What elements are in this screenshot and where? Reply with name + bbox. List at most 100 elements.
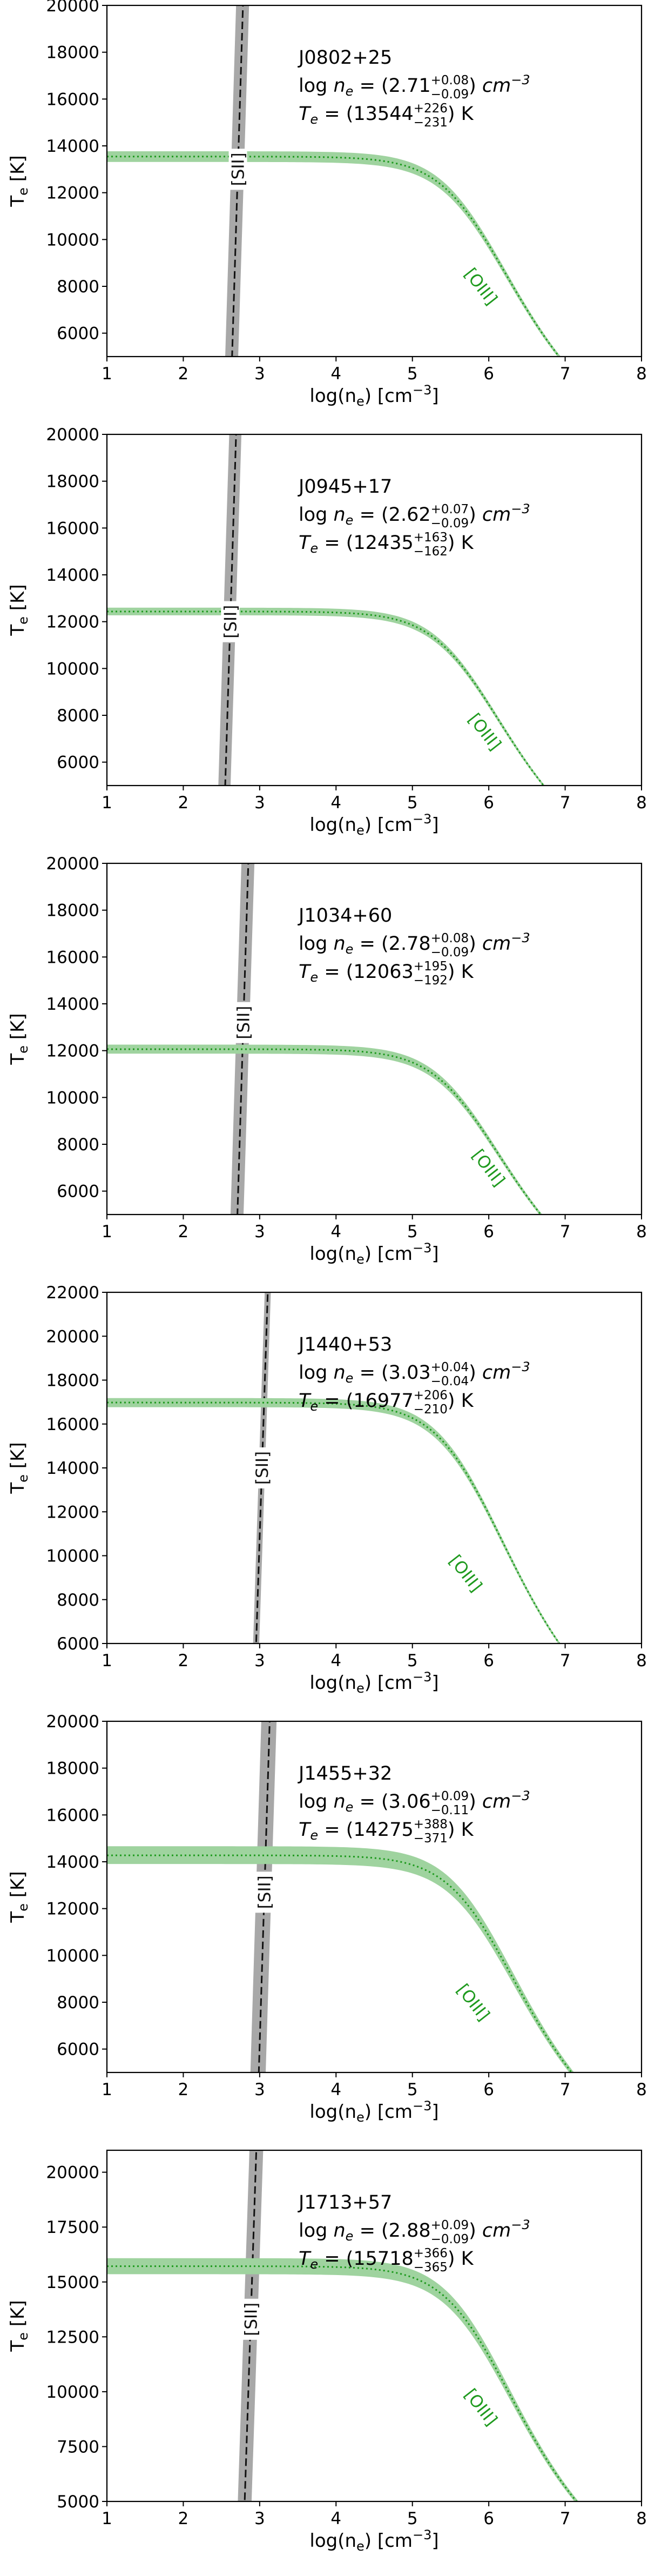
x-tick-label: 2 <box>178 1651 189 1671</box>
y-axis-label: Te [K] <box>7 2300 31 2352</box>
object-name: J0945+17 <box>298 476 392 498</box>
plot-area <box>107 2150 579 2501</box>
axes-frame <box>106 862 643 1216</box>
temperature-annotation: Te = (12435+163 −162) K <box>299 531 474 559</box>
y-tick-label: 16000 <box>46 1806 99 1825</box>
temperature-annotation: Te = (15718+366 −365) K <box>299 2246 474 2275</box>
oiii-label: [OIII] <box>458 261 504 312</box>
panel-j1034-60: [SII] [OIII] 1 2 3 4 5 6 7 8 6000 8000 10000 12000 140… <box>7 854 647 1267</box>
sii-label: [SII] <box>234 1002 254 1043</box>
x-tick-label: 7 <box>560 1222 571 1242</box>
x-tick-label: 8 <box>636 364 647 384</box>
x-tick-label: 6 <box>483 1222 494 1242</box>
y-tick-label: 16000 <box>46 90 99 109</box>
x-tick-label: 1 <box>102 1651 112 1671</box>
y-tick-label: 10000 <box>46 230 99 250</box>
object-name: J1713+57 <box>298 2192 392 2213</box>
svg-text:[SII]: [SII] <box>241 2303 261 2336</box>
axes-frame <box>106 433 643 787</box>
x-tick-label: 4 <box>330 2080 341 2099</box>
panel-j1455-32: [SII] [OIII] 1 2 3 4 5 6 7 8 6000 8000 10000 12000 140… <box>7 1712 647 2125</box>
oiii-label: [OIII] <box>458 2382 504 2433</box>
y-tick-label: 18000 <box>46 1759 99 1779</box>
y-tick-label: 8000 <box>57 1591 99 1610</box>
y-tick-label: 16000 <box>46 519 99 538</box>
y-tick-label: 10000 <box>46 1547 99 1566</box>
object-name: J1440+53 <box>298 1334 392 1356</box>
y-tick-label: 12000 <box>46 1502 99 1522</box>
oiii-uncertainty-band <box>107 2258 579 2501</box>
x-tick-label: 7 <box>560 2080 571 2099</box>
y-tick-label: 6000 <box>57 753 99 773</box>
y-tick-label: 5000 <box>57 2492 99 2512</box>
x-tick-label: 5 <box>407 1651 418 1671</box>
x-tick-label: 5 <box>407 2509 418 2528</box>
x-tick-label: 3 <box>254 1222 265 1242</box>
x-tick-label: 6 <box>483 364 494 384</box>
y-axis-label: Te [K] <box>7 155 31 207</box>
sii-label: [SII] <box>228 149 248 190</box>
y-tick-label: 20000 <box>46 1327 99 1346</box>
x-tick-label: 6 <box>483 1651 494 1671</box>
y-tick-label: 18000 <box>46 1371 99 1391</box>
y-tick-label: 14000 <box>46 1853 99 1872</box>
oiii-label: [OIII] <box>443 1548 489 1599</box>
x-tick-label: 5 <box>407 793 418 813</box>
x-tick-label: 1 <box>102 1222 112 1242</box>
temperature-annotation: Te = (16977+206 −210) K <box>299 1388 474 1417</box>
oiii-line <box>107 1401 561 1643</box>
panel-j1713-57: [SII] [OIII] 1 2 3 4 5 6 7 8 5000 7500 10000 12500 150… <box>7 2149 647 2554</box>
x-tick-label: 3 <box>254 793 265 813</box>
density-annotation: log ne = (3.03+0.04 −0.04) cm−3 <box>299 1359 530 1388</box>
density-annotation: log ne = (2.78+0.08 −0.09) cm−3 <box>299 930 530 960</box>
x-tick-label: 4 <box>330 793 341 813</box>
y-tick-label: 8000 <box>57 1993 99 2013</box>
axes-frame <box>106 2149 643 2503</box>
sii-label: [SII] <box>255 1871 275 1913</box>
y-tick-label: 14000 <box>46 566 99 585</box>
y-axis-label: Te [K] <box>7 1442 31 1494</box>
x-tick-label: 2 <box>178 2509 189 2528</box>
x-tick-label: 6 <box>483 2080 494 2099</box>
y-tick-label: 16000 <box>46 1415 99 1434</box>
y-tick-label: 14000 <box>46 137 99 156</box>
y-tick-label: 10000 <box>46 1088 99 1108</box>
y-tick-label: 12000 <box>46 613 99 632</box>
y-tick-label: 8000 <box>57 277 99 297</box>
svg-text:[SII]: [SII] <box>221 605 240 639</box>
y-tick-label: 20000 <box>46 2163 99 2183</box>
x-tick-label: 8 <box>636 2080 647 2099</box>
y-tick-label: 6000 <box>57 1634 99 1654</box>
y-tick-label: 18000 <box>46 901 99 921</box>
y-tick-label: 10000 <box>46 659 99 679</box>
y-tick-label: 10000 <box>46 2383 99 2402</box>
x-tick-label: 7 <box>560 2509 571 2528</box>
y-tick-label: 18000 <box>46 43 99 63</box>
x-tick-label: 3 <box>254 1651 265 1671</box>
sii-label: [SII] <box>221 601 240 642</box>
sii-label: [SII] <box>241 2298 261 2340</box>
temperature-annotation: Te = (13544+226 −231) K <box>299 102 474 130</box>
y-tick-label: 12000 <box>46 184 99 203</box>
temperature-annotation: Te = (14275+388 −371) K <box>299 1817 474 1846</box>
y-tick-label: 12000 <box>46 1900 99 1919</box>
x-tick-label: 1 <box>102 2509 112 2528</box>
y-tick-label: 12000 <box>46 1042 99 1061</box>
y-tick-label: 22000 <box>46 1283 99 1303</box>
y-tick-label: 14000 <box>46 1459 99 1478</box>
sii-label: [SII] <box>253 1447 272 1488</box>
y-tick-label: 17500 <box>46 2218 99 2237</box>
y-tick-label: 12500 <box>46 2327 99 2347</box>
x-axis-label: log(ne) [cm−3] <box>309 1669 438 1696</box>
x-tick-label: 6 <box>483 2509 494 2528</box>
x-tick-label: 4 <box>330 1651 341 1671</box>
x-tick-label: 1 <box>102 793 112 813</box>
x-tick-label: 2 <box>178 1222 189 1242</box>
x-axis-label: log(ne) [cm−3] <box>309 2527 438 2554</box>
x-tick-label: 4 <box>330 2509 341 2528</box>
axes-frame <box>106 1720 643 2074</box>
x-tick-label: 8 <box>636 1222 647 1242</box>
x-tick-label: 2 <box>178 364 189 384</box>
x-tick-label: 8 <box>636 793 647 813</box>
